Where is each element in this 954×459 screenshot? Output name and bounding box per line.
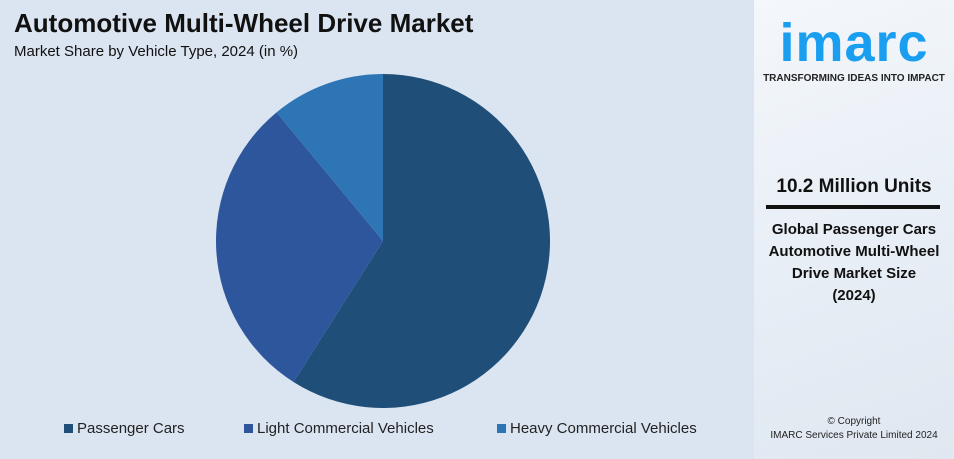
legend-label: Passenger Cars <box>77 420 185 437</box>
info-sidebar: imarc TRANSFORMING IDEAS INTO IMPACT 10.… <box>754 0 954 459</box>
chart-title: Automotive Multi-Wheel Drive Market <box>14 8 474 38</box>
copyright-line: IMARC Services Private Limited 2024 <box>770 430 938 441</box>
legend-item-light-commercial: Light Commercial Vehicles <box>244 420 434 437</box>
pie-slice-passenger-cars <box>293 74 550 408</box>
divider <box>766 205 940 209</box>
stat-description: Global Passenger Cars Automotive Multi-W… <box>754 219 954 307</box>
legend-item-heavy-commercial: Heavy Commercial Vehicles <box>497 420 697 437</box>
pie-chart <box>215 74 550 408</box>
desc-line: Global Passenger Cars <box>771 221 937 238</box>
pie-slice-heavy-commercial-vehicles <box>276 74 383 241</box>
legend-item-passenger-cars: Passenger Cars <box>64 420 185 437</box>
desc-line: Automotive Multi-Wheel <box>768 243 940 260</box>
imarc-logo: imarc <box>779 13 929 73</box>
chart-panel: Automotive Multi-Wheel Drive Market Mark… <box>14 8 697 437</box>
market-size-stat: 10.2 Million Units <box>776 176 932 197</box>
legend-label: Heavy Commercial Vehicles <box>510 420 697 437</box>
desc-line: Drive Market Size <box>791 265 917 282</box>
legend-swatch <box>64 424 73 433</box>
pie-slice-light-commercial-vehicles <box>215 112 383 383</box>
chart-subtitle: Market Share by Vehicle Type, 2024 (in %… <box>14 43 299 60</box>
copyright-line: © Copyright <box>827 416 881 427</box>
legend-swatch <box>244 424 253 433</box>
desc-line: (2024) <box>832 287 876 304</box>
logo-tagline: TRANSFORMING IDEAS INTO IMPACT <box>763 73 945 84</box>
copyright: © Copyright IMARC Services Private Limit… <box>754 415 954 443</box>
legend-swatch <box>497 424 506 433</box>
legend-label: Light Commercial Vehicles <box>257 420 434 437</box>
